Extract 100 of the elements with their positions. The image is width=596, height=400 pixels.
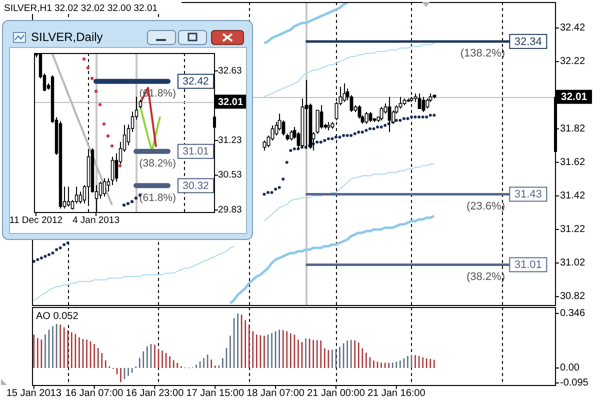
candlestick	[66, 186, 70, 208]
y-tick-label: 30.53	[218, 170, 242, 181]
candlestick	[380, 106, 384, 121]
point	[58, 246, 62, 250]
point	[410, 115, 413, 118]
point	[406, 117, 410, 120]
point	[353, 132, 356, 136]
y-tick-label: 32.22	[560, 56, 586, 68]
point	[47, 253, 50, 256]
point	[266, 191, 270, 194]
point	[338, 136, 342, 139]
point	[289, 149, 292, 152]
point	[372, 127, 376, 130]
data-label: 31.43	[514, 188, 542, 201]
point	[94, 90, 98, 93]
chart-title: SILVER,Daily	[31, 30, 103, 44]
candlestick	[102, 178, 106, 198]
point	[55, 248, 58, 252]
x-tick-label: 18 Jan 07:00	[246, 388, 305, 399]
annotation: (38.2%)	[466, 270, 505, 283]
point	[316, 140, 319, 144]
y-tick-label: 31.23	[218, 134, 242, 146]
x-tick-label: 21 Jan 00:00	[307, 388, 366, 399]
y-tick-label: 32.42	[560, 22, 586, 34]
candlestick	[110, 156, 114, 186]
annotation: (23.6%)	[466, 200, 505, 212]
point	[102, 122, 106, 126]
data-label: 32.42	[182, 76, 210, 88]
point	[44, 254, 47, 258]
point	[62, 243, 66, 246]
point	[130, 200, 134, 204]
candlestick	[342, 82, 346, 102]
point	[350, 134, 353, 137]
point	[376, 126, 380, 129]
point	[51, 251, 54, 254]
point	[414, 115, 417, 118]
point	[282, 178, 285, 181]
annotation: (61.8%)	[139, 192, 176, 204]
point	[357, 130, 360, 134]
point	[346, 134, 349, 137]
point	[402, 117, 406, 120]
candlestick	[398, 96, 402, 110]
y-tick-label: 31.42	[560, 190, 586, 202]
candlestick	[364, 111, 368, 124]
point	[292, 147, 296, 150]
point	[270, 191, 274, 194]
y-tick-label: 0.346	[560, 308, 586, 320]
point	[319, 140, 322, 144]
point	[285, 160, 288, 164]
x-tick-label: 21 Jan 16:00	[367, 388, 426, 399]
x-tick-label: 11 Dec 2012	[9, 215, 63, 226]
point	[262, 192, 266, 196]
x-tick-label: 15 Jan 2013	[6, 388, 62, 399]
point	[90, 76, 94, 80]
point	[398, 118, 402, 122]
line-series	[262, 2, 349, 44]
point	[330, 137, 334, 140]
point	[342, 134, 346, 137]
point	[326, 137, 330, 140]
y-tick-label: 31.62	[560, 156, 586, 168]
y-tick-label: 31.22	[560, 224, 586, 236]
point	[40, 256, 43, 260]
point	[106, 134, 110, 138]
point	[82, 57, 86, 61]
line-series	[139, 104, 161, 152]
y-tick-label: 31.02	[560, 258, 586, 269]
annotation: (138.2%)	[460, 48, 505, 60]
candlestick	[358, 104, 362, 120]
line-series	[264, 42, 435, 98]
y-tick-label: 32.63	[218, 65, 242, 76]
point	[134, 196, 138, 200]
line-series	[228, 214, 436, 305]
candlestick	[106, 178, 110, 192]
point	[425, 115, 428, 118]
candlestick	[320, 104, 324, 130]
x-tick-label: 16 Jan 07:00	[65, 388, 124, 399]
point	[334, 136, 338, 139]
point	[278, 186, 281, 189]
ref-line-label: 32.01	[560, 91, 588, 104]
point	[274, 188, 278, 191]
point	[421, 115, 424, 118]
y-tick-label: 29.83	[218, 204, 242, 216]
ref-line-label: 32.01	[218, 96, 244, 108]
point	[126, 202, 130, 206]
data-label: 32.34	[514, 36, 542, 48]
point	[432, 114, 436, 117]
x-tick-label: 17 Jan 15:00	[186, 388, 244, 399]
point	[86, 66, 90, 70]
point	[323, 138, 326, 142]
candlestick	[290, 130, 294, 141]
data-label: 30.32	[182, 180, 210, 192]
point	[368, 127, 372, 130]
point	[380, 126, 383, 129]
candlestick	[368, 111, 372, 123]
data-label: 31.01	[514, 259, 542, 272]
point	[98, 103, 102, 106]
x-tick-label: 4 Jan 2013	[72, 215, 120, 226]
chart-title: AO 0.052	[36, 311, 79, 322]
point	[118, 164, 122, 168]
point	[122, 203, 126, 207]
